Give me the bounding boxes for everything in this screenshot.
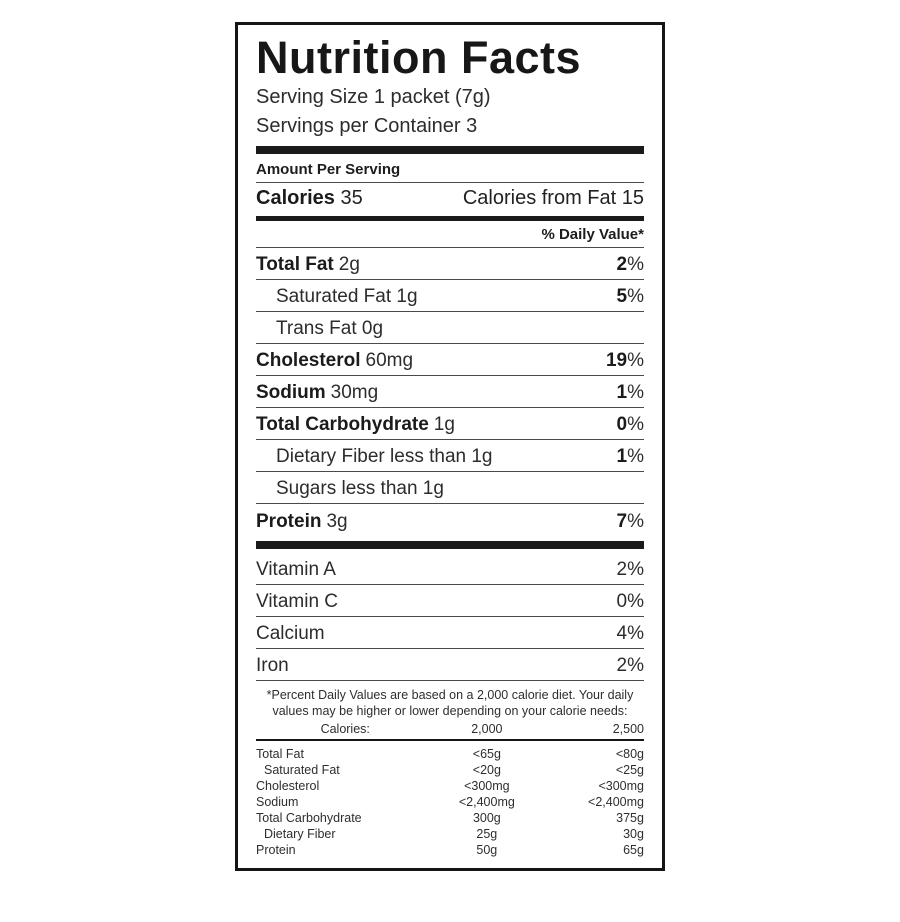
calories-row: Calories 35 Calories from Fat 15 [256, 183, 644, 213]
nutrition-facts-label: Nutrition Facts Serving Size 1 packet (7… [235, 22, 665, 871]
vitamin-name: Calcium [256, 623, 325, 644]
nutrient-name: Sodium [256, 382, 326, 403]
nutrient-name: Trans Fat [276, 318, 357, 339]
calories-label: Calories [256, 187, 335, 209]
nutrient-name: Cholesterol [256, 350, 361, 371]
thick-divider-bar [256, 541, 644, 549]
vitamin-dv: 2% [616, 655, 644, 676]
nutrient-name: Saturated Fat [276, 286, 392, 307]
label-title: Nutrition Facts [256, 32, 582, 83]
table-row: Protein 50g 65g [256, 843, 644, 857]
vitamin-row-vitamin-c: Vitamin C 0% [256, 585, 644, 617]
footnote-line2: values may be higher or lower depending … [272, 704, 628, 718]
nutrient-name: Dietary Fiber [276, 446, 385, 467]
table-row: Total Carbohydrate 300g 375g [256, 811, 644, 825]
nutrient-row-sugars: Sugars less than 1g [256, 472, 644, 504]
calories-from-fat: Calories from Fat 15 [462, 187, 644, 209]
nutrient-amount: less than 1g [341, 478, 444, 499]
thick-divider-bar [256, 146, 644, 154]
nutrient-name: Total Fat [256, 254, 334, 275]
table-row: Total Fat <65g <80g [256, 747, 644, 761]
nutrient-amount: 60mg [365, 350, 414, 371]
nutrient-name: Protein [256, 511, 322, 532]
nutrient-amount: 1g [396, 286, 418, 307]
header-2000: 2,000 [471, 722, 503, 736]
servings-per-container: Servings per Container 3 [256, 115, 478, 137]
nutrient-dv: 0% [616, 414, 644, 435]
vitamin-dv: 2% [616, 559, 644, 580]
vitamin-row-vitamin-a: Vitamin A 2% [256, 553, 644, 585]
nutrient-row-dietary-fiber: Dietary Fiber less than 1g 1% [256, 440, 644, 472]
nutrient-dv: 2% [616, 254, 644, 275]
nutrient-row-total-carbohydrate: Total Carbohydrate 1g 0% [256, 408, 644, 440]
nutrient-amount: 1g [433, 414, 455, 435]
nutrient-row-trans-fat: Trans Fat 0g [256, 312, 644, 344]
nutrient-row-saturated-fat: Saturated Fat 1g 5% [256, 280, 644, 312]
amount-per-serving-header: Amount Per Serving [256, 158, 644, 183]
table-row: Dietary Fiber 25g 30g [264, 827, 644, 841]
nutrient-amount: less than 1g [390, 446, 493, 467]
vitamin-row-calcium: Calcium 4% [256, 617, 644, 649]
nutrient-amount: 30mg [330, 382, 379, 403]
nutrient-dv: 1% [616, 446, 644, 467]
serving-size: Serving Size 1 packet (7g) [256, 86, 491, 108]
nutrient-dv: 1% [616, 382, 644, 403]
header-calories: Calories: [320, 722, 370, 736]
daily-value-footnote: *Percent Daily Values are based on a 2,0… [256, 687, 644, 719]
vitamin-name: Vitamin C [256, 591, 339, 612]
nutrient-name: Total Carbohydrate [256, 414, 429, 435]
nutrient-row-protein: Protein 3g 7% [256, 504, 644, 536]
vitamin-row-iron: Iron 2% [256, 649, 644, 681]
vitamin-dv: 0% [616, 591, 644, 612]
nutrient-dv: 19% [605, 350, 644, 371]
reference-table-body: Total Fat <65g <80g Saturated Fat <20g <… [256, 741, 644, 858]
vitamin-name: Vitamin A [256, 559, 336, 580]
table-row: Cholesterol <300mg <300mg [256, 779, 644, 793]
calories-value: 35 [340, 187, 363, 209]
calories-left: Calories 35 [256, 187, 363, 210]
reference-values-table: Calories: 2,000 2,500 Total Fat <65g <80… [256, 721, 644, 858]
vitamin-name: Iron [256, 655, 289, 676]
nutrient-amount: 2g [338, 254, 360, 275]
nutrient-row-cholesterol: Cholesterol 60mg 19% [256, 344, 644, 376]
reference-table-header: Calories: 2,000 2,500 [256, 721, 644, 741]
nutrient-amount: 3g [326, 511, 348, 532]
daily-value-header: % Daily Value* [256, 223, 644, 248]
vitamin-dv: 4% [616, 623, 644, 644]
nutrient-name: Sugars [276, 478, 337, 499]
nutrient-row-total-fat: Total Fat 2g 2% [256, 248, 644, 280]
nutrient-row-sodium: Sodium 30mg 1% [256, 376, 644, 408]
nutrient-dv: 5% [616, 286, 644, 307]
table-row: Saturated Fat <20g <25g [264, 763, 644, 777]
header-2500: 2,500 [612, 722, 644, 736]
table-row: Sodium <2,400mg <2,400mg [256, 795, 644, 809]
nutrient-dv: 7% [616, 511, 644, 532]
medium-divider-bar [256, 216, 644, 221]
nutrient-amount: 0g [361, 318, 384, 339]
footnote-line1: *Percent Daily Values are based on a 2,0… [266, 688, 634, 702]
